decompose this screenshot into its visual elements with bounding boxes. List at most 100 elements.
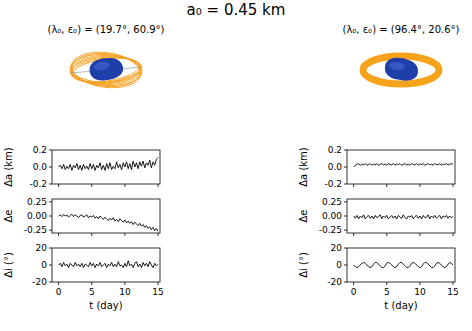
y-tick-label: 0 (336, 260, 342, 270)
y-axis-title: Δi (°) (298, 252, 309, 278)
y-axis-title: Δa (km) (3, 147, 14, 187)
axes: -0.2 0.0 0.2 Δa (km) (298, 145, 455, 189)
x-tick (58, 233, 59, 236)
x-tick (453, 233, 454, 236)
y-tick (344, 150, 347, 151)
y-tick-label: 0.00 (27, 211, 47, 221)
asteroid-body (88, 55, 125, 83)
orbit-ring (70, 55, 142, 86)
x-tick-label: 10 (414, 287, 426, 297)
x-tick (158, 184, 159, 187)
data-line (59, 214, 158, 231)
y-tick-label: -20 (327, 277, 342, 287)
plot-area (354, 164, 453, 167)
y-tick-label: 0.25 (322, 197, 342, 207)
x-tick (124, 184, 125, 187)
y-axis-title: Δe (298, 210, 309, 223)
y-axis-title: Δe (3, 210, 14, 223)
y-tick (49, 167, 52, 168)
x-tick (419, 184, 420, 187)
x-tick (124, 282, 125, 285)
y-tick-label: 0 (41, 260, 47, 270)
y-tick-label: 0.2 (33, 145, 47, 155)
figure: a₀ = 0.45 km (λ₀, ε₀) = (19.7°, 60.9°) -0.… (0, 0, 472, 331)
axes: 051015-20020Δi (°)t (day) (3, 243, 164, 311)
y-tick (344, 248, 347, 249)
axes-frame (52, 150, 160, 184)
y-tick (49, 216, 52, 217)
x-tick-label: 0 (56, 287, 62, 297)
y-tick-label: 0.2 (328, 145, 342, 155)
y-tick (344, 265, 347, 266)
x-tick-label: 5 (384, 287, 390, 297)
data-line (354, 215, 453, 219)
y-tick (344, 201, 347, 202)
x-tick (353, 233, 354, 236)
axes-frame (347, 150, 455, 184)
x-tick (353, 282, 354, 285)
x-tick (386, 184, 387, 187)
y-tick (49, 201, 52, 202)
axes: -0.25 0.00 0.25 Δe (3, 197, 160, 236)
x-tick (58, 184, 59, 187)
x-tick (91, 233, 92, 236)
y-axis-title: Δa (km) (298, 147, 309, 187)
x-tick (124, 233, 125, 236)
y-tick (49, 150, 52, 151)
y-tick-label: 0.25 (27, 197, 47, 207)
x-tick (419, 282, 420, 285)
figure-title: a₀ = 0.45 km (187, 1, 286, 19)
y-tick-label: 20 (331, 243, 343, 253)
y-tick-label: 0.0 (33, 162, 48, 172)
axes: -0.2 0.0 0.2 Δa (km) (3, 145, 160, 189)
y-tick-label: 0.0 (328, 162, 343, 172)
y-tick-label: -0.25 (319, 225, 342, 235)
x-tick (353, 184, 354, 187)
panel-subtitle: (λ₀, ε₀) = (96.4°, 20.6°) (343, 24, 460, 35)
x-tick (58, 282, 59, 285)
axes: -0.25 0.00 0.25 Δe (298, 197, 455, 236)
y-tick-label: -20 (32, 277, 47, 287)
y-tick (49, 282, 52, 283)
data-line (354, 262, 453, 267)
x-axis-title: t (day) (89, 300, 122, 311)
data-line (59, 158, 158, 171)
plot-area (59, 158, 158, 171)
y-tick (344, 230, 347, 231)
axes-frame (52, 199, 160, 233)
axes: 051015-20020Δi (°)t (day) (298, 243, 459, 311)
axes-frame (347, 248, 455, 282)
x-tick (453, 184, 454, 187)
y-tick-label: 0.00 (322, 211, 342, 221)
axes-frame (52, 248, 160, 282)
panel-subtitle: (λ₀, ε₀) = (19.7°, 60.9°) (48, 24, 165, 35)
x-tick (91, 184, 92, 187)
x-tick (386, 282, 387, 285)
x-tick (158, 233, 159, 236)
x-tick (419, 233, 420, 236)
y-tick-label: -0.2 (324, 179, 342, 189)
orbit-ring-front (72, 72, 140, 83)
y-tick-label: -0.2 (29, 179, 47, 189)
asteroid-highlight (93, 61, 110, 72)
orbit-ring (69, 55, 142, 85)
y-tick (49, 248, 52, 249)
plot-area (59, 261, 158, 268)
x-tick-label: 10 (119, 287, 131, 297)
y-tick (344, 167, 347, 168)
asteroid-highlight (389, 61, 406, 71)
data-line (354, 164, 453, 167)
y-tick-label: -0.25 (24, 225, 47, 235)
y-tick (344, 216, 347, 217)
asteroid-illustration (69, 48, 143, 91)
orbit-ring (71, 51, 142, 90)
x-tick (91, 282, 92, 285)
plot-area (354, 262, 453, 267)
x-tick-label: 0 (351, 287, 357, 297)
asteroid-illustration (363, 56, 439, 84)
y-axis-title: Δi (°) (3, 252, 14, 278)
y-tick (49, 184, 52, 185)
x-axis-title: t (day) (384, 300, 417, 311)
y-tick (344, 282, 347, 283)
axes-frame (347, 199, 455, 233)
